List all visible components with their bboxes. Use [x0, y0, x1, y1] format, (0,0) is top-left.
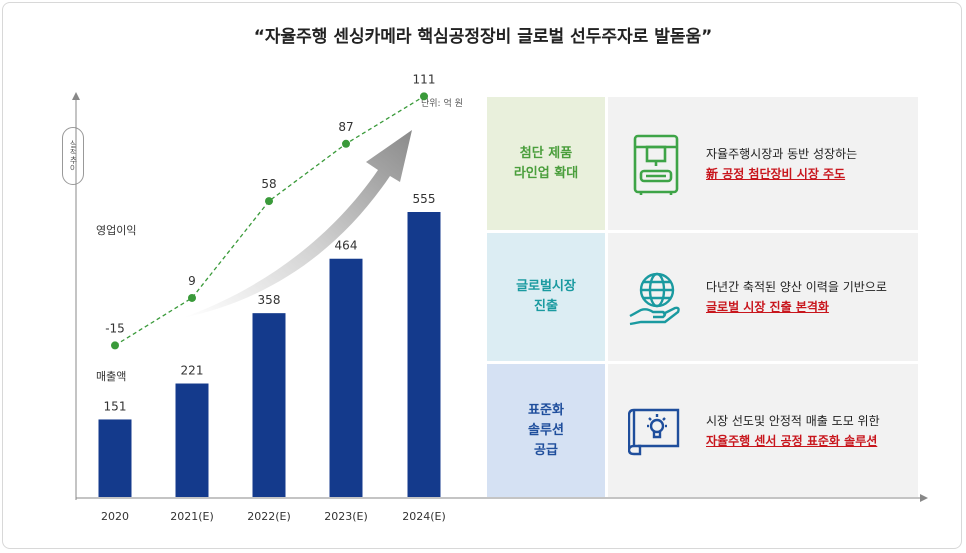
legend-profit: 영업이익	[96, 224, 137, 237]
strategy-category-cell: 글로벌시장 진출	[487, 233, 605, 361]
category-tick-label: 2020	[101, 510, 129, 523]
profit-point	[265, 197, 273, 206]
sales-value-label: 151	[104, 399, 127, 413]
sales-bar	[407, 212, 441, 497]
trend-arrow	[182, 130, 412, 318]
strategy-description-text: 자율주행시장과 동반 성장하는 新 공정 첨단장비 시장 주도	[706, 144, 914, 184]
strategy-line-1: 자율주행시장과 동반 성장하는	[706, 146, 858, 161]
profit-value-label: 111	[413, 72, 436, 86]
strategy-line-2-highlight: 자율주행 센서 공정 표준화 솔루션	[706, 433, 878, 448]
sales-bar	[329, 258, 363, 497]
profit-value-label: -15	[105, 321, 125, 335]
profit-point	[111, 341, 119, 350]
strategy-category-cell: 첨단 제품 라인업 확대	[487, 97, 605, 230]
lightbulb-blueprint-icon	[626, 400, 686, 462]
y-axis-badge: 실적추이	[62, 127, 84, 185]
sales-value-label: 555	[413, 192, 436, 206]
category-tick-label: 2024(E)	[402, 510, 446, 523]
profit-value-label: 87	[338, 120, 353, 134]
profit-line	[114, 95, 425, 346]
strategy-line-1: 다년간 축적된 양산 이력을 기반으로	[706, 280, 887, 294]
category-tick-label: 2023(E)	[324, 510, 368, 523]
profit-value-label: 58	[261, 177, 276, 191]
sales-bar	[175, 383, 209, 497]
machine-icon	[626, 133, 686, 195]
x-axis-arrow	[920, 494, 928, 502]
profit-value-label: 9	[188, 274, 196, 288]
sales-value-label: 221	[181, 364, 204, 378]
globe-hand-icon	[626, 266, 686, 328]
profit-point	[188, 293, 196, 302]
page-title: “자율주행 센싱카메라 핵심공정장비 글로벌 선두주자로 발돋움”	[253, 27, 713, 47]
category-tick-label: 2021(E)	[170, 510, 214, 523]
y-axis-arrow	[72, 92, 80, 100]
strategy-line-1: 시장 선도및 안정적 매출 도모 위한	[706, 413, 880, 428]
strategy-line-2-highlight: 글로벌 시장 진출 본격화	[706, 300, 829, 314]
legend-sales: 매출액	[96, 370, 127, 383]
sales-value-label: 464	[335, 239, 358, 253]
strategy-line-2-highlight: 新 공정 첨단장비 시장 주도	[706, 166, 846, 181]
profit-point	[420, 92, 428, 101]
sales-value-label: 358	[258, 293, 281, 307]
unit-label: 단위: 억 원	[421, 99, 463, 109]
profit-point	[342, 139, 350, 148]
category-tick-label: 2022(E)	[247, 510, 291, 523]
strategy-category-cell: 표준화 솔루션 공급	[487, 364, 605, 497]
strategy-description-cell	[608, 97, 918, 230]
sales-bar	[98, 419, 132, 497]
sales-bar	[252, 313, 286, 497]
